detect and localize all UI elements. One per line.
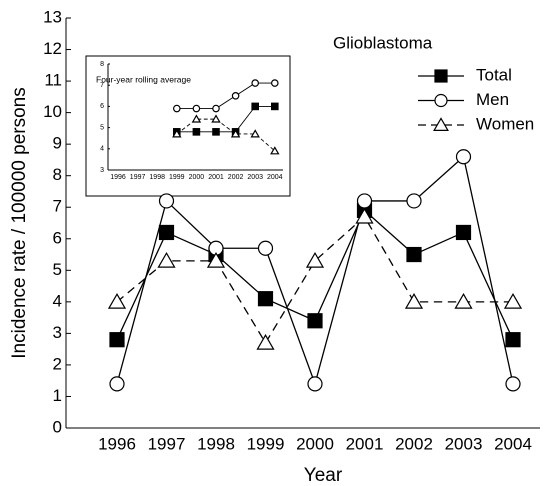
data-point [455,224,472,241]
x-tick-label: 1998 [197,434,235,453]
legend-marker [434,69,448,83]
data-point [307,313,323,329]
data-point [356,193,373,209]
legend-label: Men [476,90,509,109]
data-point [250,129,260,138]
x-tick-label: 2002 [228,174,244,181]
data-point [257,291,274,307]
data-point [270,79,279,87]
data-point [212,104,220,113]
y-tick-label: 5 [100,124,104,131]
x-tick-label: 2001 [208,174,224,181]
x-tick-label: 2001 [346,434,384,453]
data-point [109,332,125,348]
x-tick-label: 1999 [247,434,285,453]
y-tick-label: 12 [43,39,62,58]
data-point [192,104,201,113]
x-tick-label: 2000 [296,434,334,453]
data-point [107,292,127,309]
x-tick-label: 1997 [130,174,146,181]
data-point [406,246,422,263]
data-point [251,79,260,87]
chart-title: Glioblastoma [333,33,433,52]
data-point [173,104,181,113]
data-point [157,251,176,268]
y-tick-label: 6 [100,103,104,110]
data-point [505,332,521,348]
x-tick-label: 1996 [110,174,126,181]
data-point [206,251,226,268]
legend-marker [434,93,448,108]
y-tick-label: 4 [53,291,62,310]
y-tick-label: 6 [53,228,62,247]
data-point [230,129,241,138]
y-tick-label: 13 [43,7,62,26]
data-point [271,102,279,111]
x-tick-label: 2004 [494,434,532,453]
y-tick-label: 7 [100,82,104,89]
legend-label: Total [476,65,512,84]
x-tick-label: 2003 [247,174,263,181]
data-point [404,292,424,309]
x-tick-label: 2004 [267,174,283,181]
legend-marker [433,117,449,131]
data-point [256,333,275,350]
data-point [192,128,201,136]
y-tick-label: 0 [53,417,62,436]
x-tick-label: 2000 [189,174,205,181]
y-tick-label: 4 [100,146,104,153]
x-tick-label: 1998 [149,174,165,181]
y-tick-label: 7 [53,197,62,216]
data-point [503,292,523,309]
data-point [307,376,323,392]
data-point [251,102,260,111]
x-tick-label: 2003 [445,434,483,453]
data-point [211,114,221,123]
data-point [270,146,280,155]
legend-label: Women [476,114,534,133]
y-tick-label: 10 [43,102,62,121]
data-point [455,149,472,165]
y-tick-label: 9 [53,134,62,153]
data-point [454,292,473,309]
y-tick-label: 3 [53,323,62,342]
y-tick-label: 11 [44,71,62,90]
data-point [158,224,175,241]
y-tick-label: 8 [100,61,104,68]
data-point [231,92,240,100]
y-tick-label: 5 [53,260,62,279]
x-tick-label: 1996 [98,434,136,453]
y-axis-label: Incidence rate / 100000 persons [9,87,30,358]
data-point [109,376,125,392]
chart-title: Four-year rolling average [96,74,191,84]
x-tick-label: 1997 [148,434,186,453]
data-point [406,193,422,209]
data-point [257,240,274,256]
x-axis-label: Year [304,465,343,486]
x-tick-label: 2002 [395,434,433,453]
x-tick-label: 1999 [169,174,185,181]
data-point [191,114,202,123]
y-tick-label: 2 [53,354,62,373]
data-point [212,128,220,136]
y-tick-label: 8 [53,165,62,184]
data-point [355,207,374,224]
y-tick-label: 3 [100,167,104,174]
data-point [505,376,521,392]
y-tick-label: 1 [53,386,62,405]
data-point [305,251,325,268]
data-point [172,129,182,138]
data-point [158,193,175,209]
